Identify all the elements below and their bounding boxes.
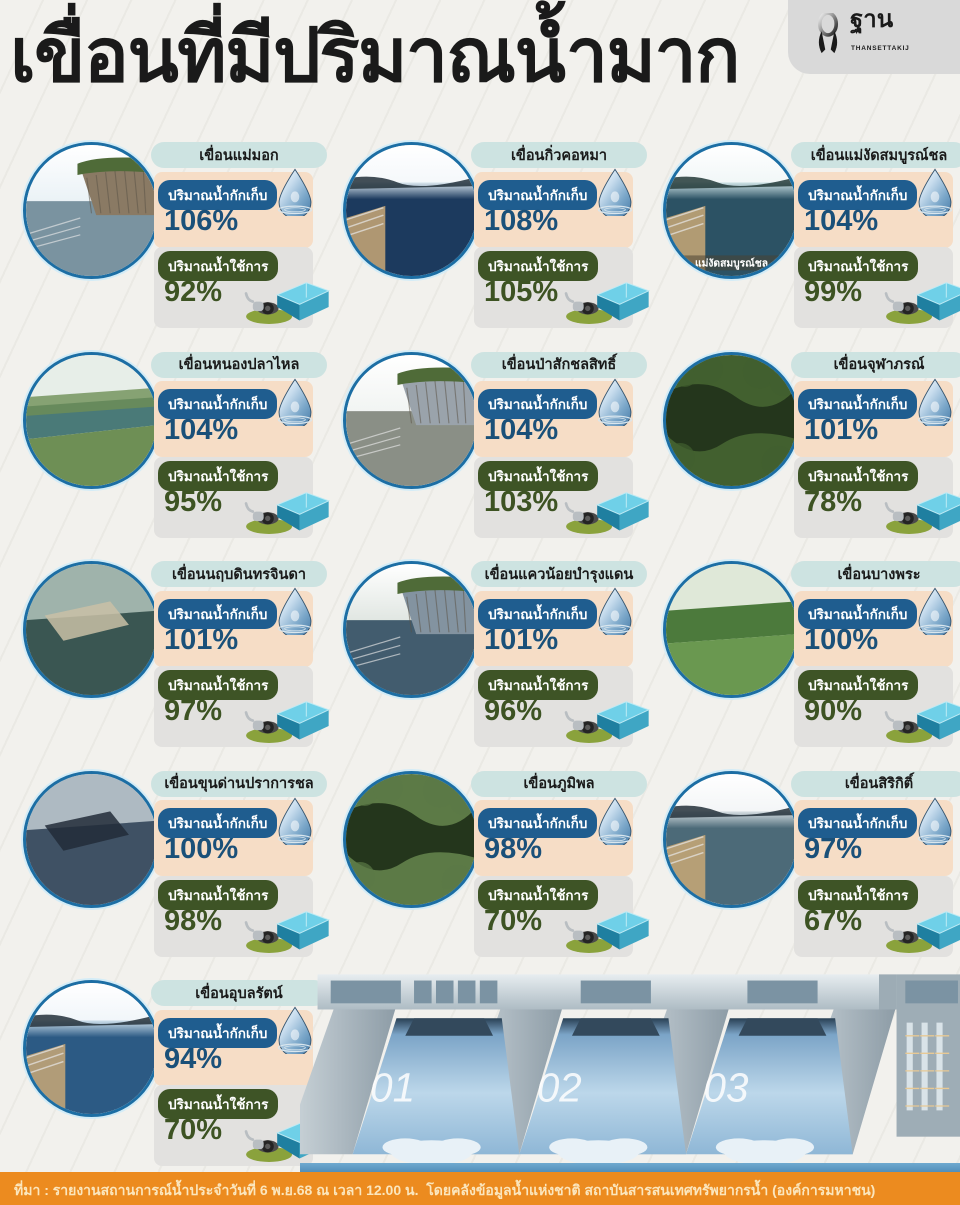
svg-text:03: 03 — [704, 1065, 749, 1111]
svg-text:01: 01 — [370, 1065, 415, 1111]
svg-text:02: 02 — [537, 1065, 582, 1111]
svg-text:แม่งัดสมบูรณ์ชล: แม่งัดสมบูรณ์ชล — [695, 258, 768, 271]
